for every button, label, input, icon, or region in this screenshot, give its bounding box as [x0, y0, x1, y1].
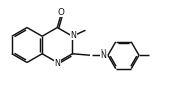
Text: O: O	[58, 8, 65, 17]
Text: H: H	[101, 49, 106, 55]
Text: N: N	[101, 51, 106, 60]
Text: N: N	[70, 31, 76, 40]
Text: N: N	[54, 59, 60, 68]
